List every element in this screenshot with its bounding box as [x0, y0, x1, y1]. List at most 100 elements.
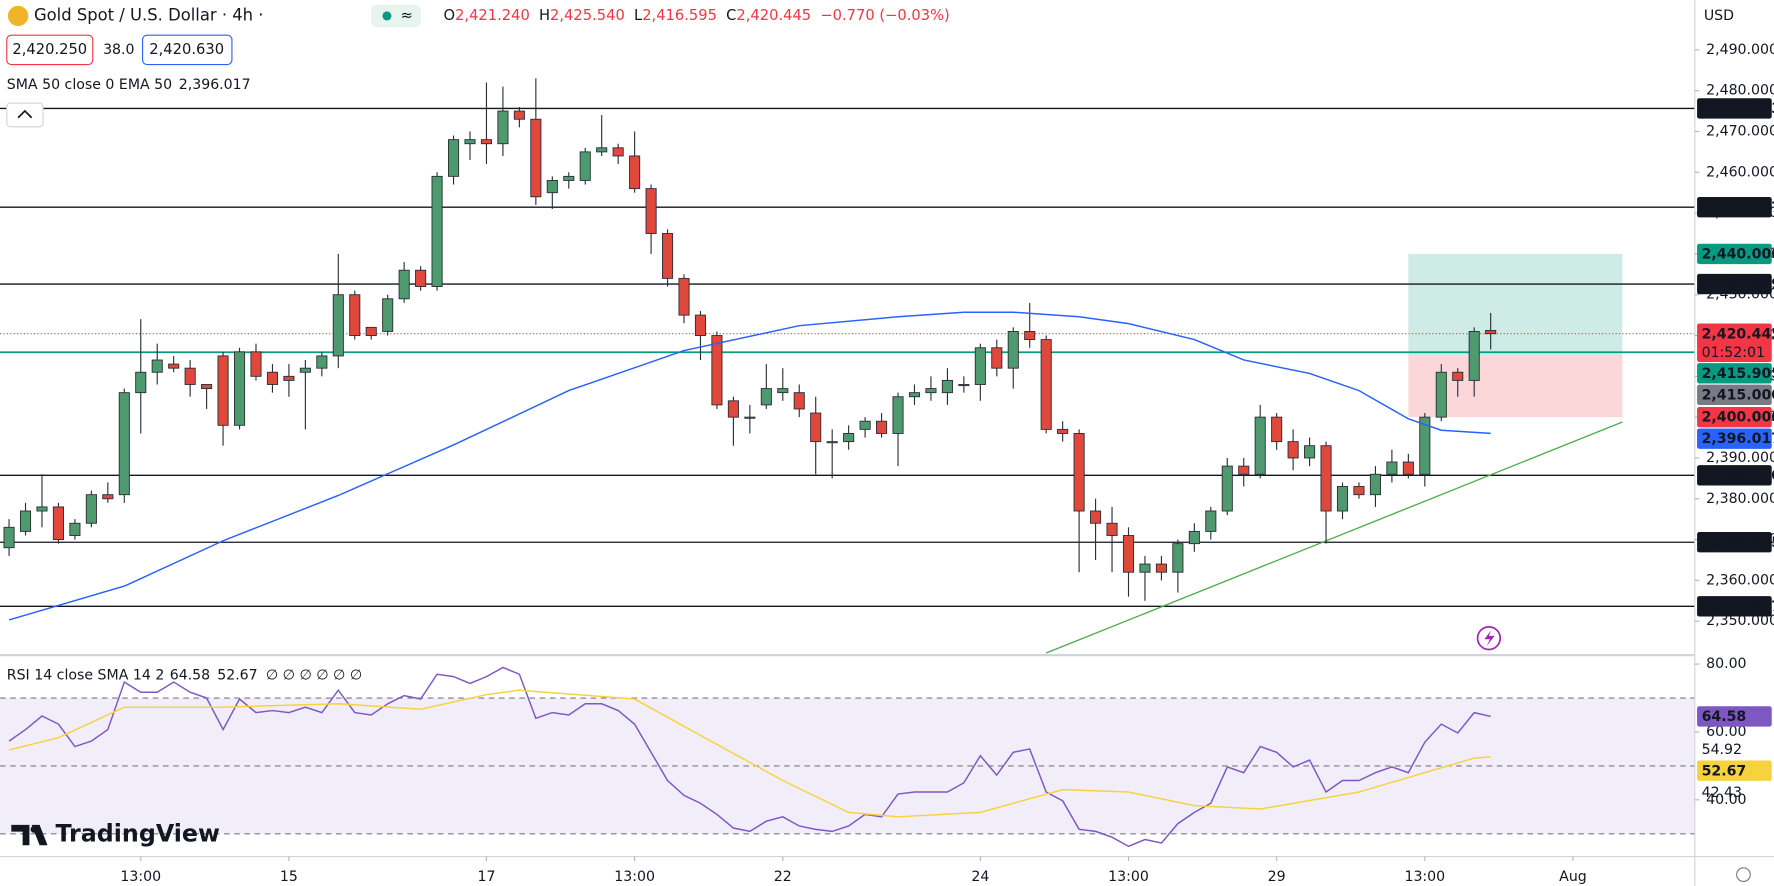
candle-body: [1205, 510, 1217, 532]
price-tag-label: 2,440.000: [1702, 246, 1774, 262]
candle-body: [1155, 563, 1167, 573]
candle-body: [876, 420, 888, 434]
symbol-title[interactable]: Gold Spot / U.S. Dollar · 4h ·: [34, 5, 264, 24]
indicator-label[interactable]: SMA 50 close 0 EMA 50: [7, 77, 172, 93]
candle-body: [1419, 416, 1431, 475]
candle-body: [201, 384, 213, 390]
price-tag-bg: [1697, 363, 1772, 384]
y-tick-label: 2,490.000: [1706, 42, 1774, 58]
brand[interactable]: TradingView: [55, 820, 220, 848]
x-tick-label: 13:00: [1108, 869, 1149, 885]
candle-body: [596, 147, 608, 153]
candle-body: [382, 298, 394, 332]
ohlc-key: H: [539, 7, 550, 24]
price-tag-bg: [1697, 596, 1772, 617]
price-tag-bg: [1697, 760, 1772, 781]
collapse-button[interactable]: [6, 102, 44, 128]
countdown: 01:52:01: [1702, 345, 1765, 361]
candle-body: [480, 139, 493, 145]
candle-body: [530, 118, 542, 198]
y-tick-label: 60.00: [1706, 724, 1746, 740]
ohlc: O2,421.240 H2,425.540 L2,416.595 C2,420.…: [444, 7, 950, 24]
y-tick-label: 80.00: [1706, 656, 1746, 672]
candle-body: [1435, 371, 1447, 418]
candle-body: [299, 367, 311, 373]
ohlc-key: C: [726, 7, 736, 24]
candle-body: [398, 269, 410, 300]
candle-body: [1452, 371, 1464, 381]
candle-body: [1090, 510, 1102, 524]
price-tag-label: 2,353.647: [1702, 599, 1774, 615]
ohlc-value: 2,420.445: [736, 7, 811, 24]
candle-body: [316, 355, 328, 369]
candle-body: [1122, 535, 1135, 573]
y-tick-label: 40.00: [1706, 792, 1746, 808]
candle-body: [645, 188, 657, 234]
price-tags: 2,475.643 2,451.437 2,440.000 2,432.609 2,42…: [1697, 98, 1774, 801]
candle-body: [678, 277, 690, 316]
candle-body: [102, 494, 114, 500]
candle-body: [662, 233, 674, 279]
y-tick-label: 2,390.000: [1706, 450, 1774, 466]
candle-body: [1386, 461, 1398, 475]
candle-body: [1353, 486, 1365, 496]
buy-price: 2,420.630: [149, 41, 224, 58]
candle-body: [332, 294, 344, 357]
x-tick-label: 13:00: [614, 869, 655, 885]
candle-body: [843, 433, 855, 443]
candle-body: [250, 351, 262, 377]
candle-body: [1468, 330, 1480, 381]
candle-body: [1057, 428, 1069, 434]
alert-icon[interactable]: [1476, 626, 1502, 651]
candle-body: [513, 110, 525, 120]
status-dot: [382, 11, 392, 21]
candle-body: [415, 269, 427, 288]
candle-body: [1254, 416, 1266, 475]
x-tick-label: 13:00: [1404, 869, 1445, 885]
sell-price: 2,420.250: [12, 41, 87, 58]
settings-icon[interactable]: [1736, 867, 1751, 882]
currency[interactable]: USD: [1704, 8, 1734, 24]
candle-body: [233, 351, 246, 426]
candle-body: [744, 416, 756, 419]
ohlc-value: 2,421.240: [455, 7, 530, 24]
rsi-sma-value: 52.67: [217, 667, 257, 683]
candle-body: [1106, 522, 1118, 536]
price-tag-label: 2,420.445: [1702, 326, 1774, 342]
candle-body: [1485, 330, 1497, 335]
candle-body: [991, 347, 1003, 369]
status-pill[interactable]: [371, 4, 421, 28]
candle-body: [1188, 530, 1200, 545]
candle-body: [1007, 330, 1019, 369]
price-tag-bg: [1697, 465, 1772, 486]
ohlc-value: 2,425.540: [550, 7, 625, 24]
candle-body: [497, 110, 509, 145]
sell-button[interactable]: [6, 34, 94, 66]
ohlc-value: 2,416.595: [642, 7, 717, 24]
price-tag-bg: [1697, 323, 1772, 362]
candle-body: [793, 392, 805, 410]
rsi-value: 64.58: [170, 667, 210, 683]
price-tag-label: 2,415.000: [1702, 387, 1774, 403]
price-tag-label: 2,400.000: [1702, 410, 1774, 426]
candle-body: [464, 139, 476, 145]
candle-body: [69, 522, 81, 536]
candle-body: [563, 175, 575, 181]
y-tick-label: 2,460.000: [1706, 164, 1774, 180]
rsi-label[interactable]: RSI 14 close SMA 14 2: [7, 667, 165, 683]
price-pane: [0, 78, 1695, 654]
candle-body: [826, 441, 838, 444]
candle-body: [1172, 543, 1184, 573]
candle-body: [184, 367, 196, 385]
change: −0.770 (−0.03%): [820, 7, 949, 24]
buy-button[interactable]: [141, 34, 233, 66]
price-tag-label: 2,451.437: [1702, 200, 1774, 216]
candle-body: [629, 155, 641, 190]
y-tick-label: 2,480.000: [1706, 83, 1774, 99]
price-tag-label: 2,415.905: [1702, 366, 1774, 382]
trend-line: [1045, 421, 1623, 654]
status-pill-text: ≈: [401, 7, 413, 24]
candle-body: [1040, 339, 1052, 430]
rsi-extra: ∅ ∅ ∅ ∅ ∅ ∅: [266, 667, 362, 683]
